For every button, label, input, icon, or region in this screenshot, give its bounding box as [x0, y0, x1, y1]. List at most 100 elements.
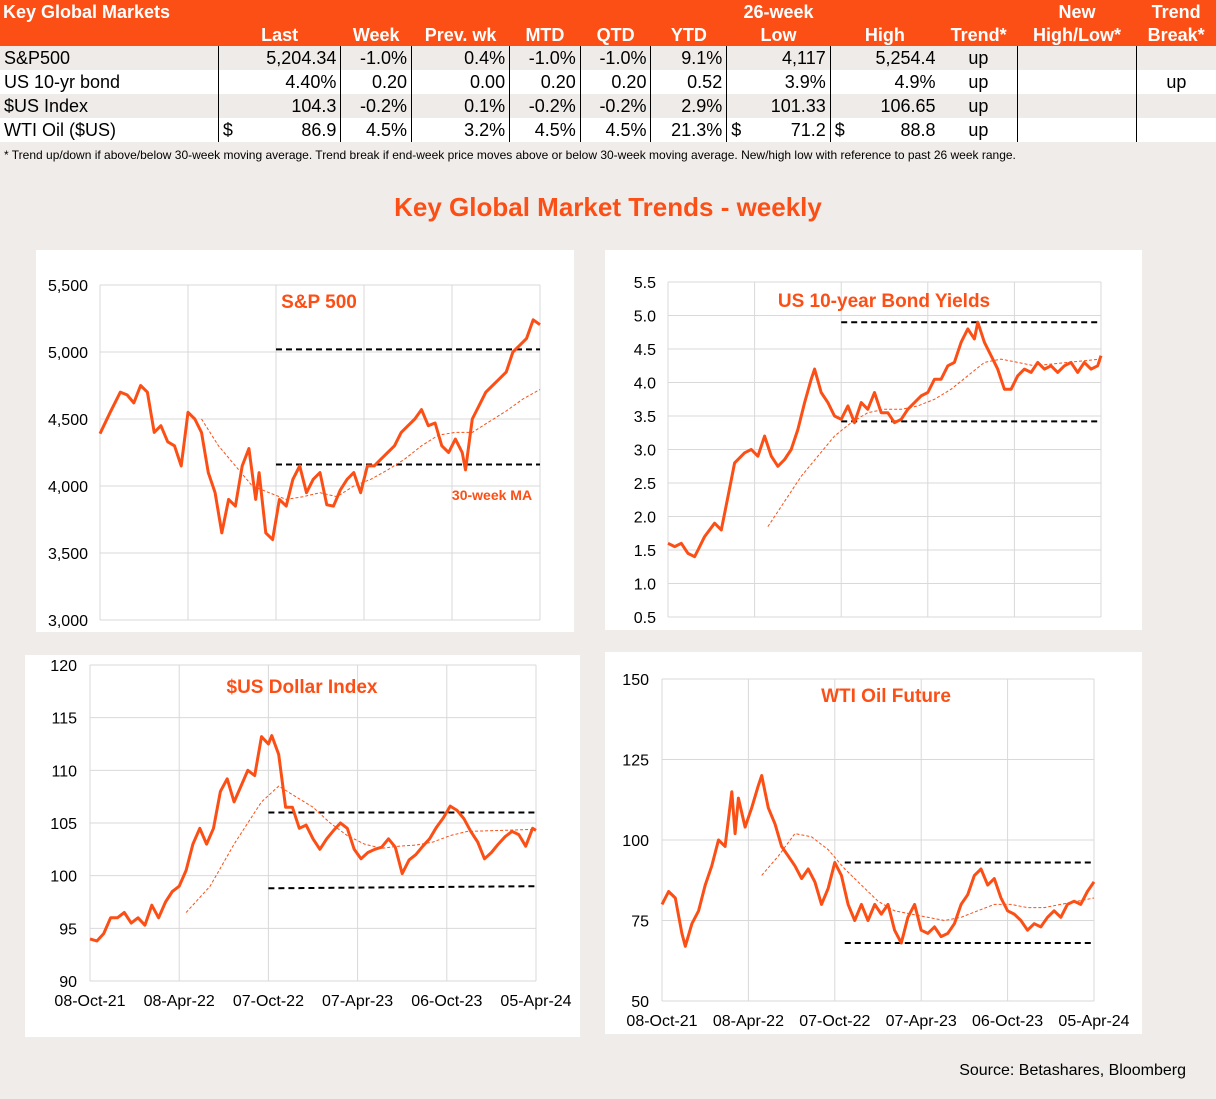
- cell-high: 88.8: [853, 118, 940, 142]
- cell-mtd: 4.5%: [509, 118, 581, 142]
- header-low: Low: [726, 23, 831, 46]
- cell-ytd: 0.52: [650, 70, 727, 94]
- x-tick-label: 08-Oct-21: [54, 993, 125, 1010]
- cell-last: 4.40%: [241, 70, 341, 94]
- cell-qtd: -0.2%: [579, 94, 651, 118]
- y-tick-label: 120: [50, 658, 77, 675]
- cell-cur: [217, 46, 242, 70]
- header-ytd: YTD: [650, 23, 727, 46]
- cell-brk: up: [1135, 70, 1216, 94]
- moving-average-line: [761, 833, 1095, 921]
- cell-ytd: 21.3%: [650, 118, 727, 142]
- cell-lowcur: [726, 94, 751, 118]
- cell-lowcur: [726, 46, 751, 70]
- y-tick-label: 3,000: [48, 613, 88, 630]
- cell-highcur: [829, 94, 854, 118]
- table-row: US 10-yr bond 4.40% 0.20 0.00 0.20 0.20 0.52 3.…: [0, 70, 1216, 94]
- y-tick-label: 100: [50, 869, 77, 886]
- source-note: Source: Betashares, Bloomberg: [959, 1062, 1186, 1079]
- cell-newhl: [1017, 94, 1137, 118]
- oil-chart: 50 75 100 125 150 08-Oct-21 08-Apr-22 07-Oct-22…: [605, 652, 1142, 1034]
- y-tick-label: 90: [59, 974, 77, 991]
- x-tick-label: 07-Oct-22: [233, 993, 304, 1010]
- x-tick-label: 05-Apr-24: [500, 993, 571, 1010]
- cell-high: 106.65: [853, 94, 940, 118]
- cell-week: -1.0%: [340, 46, 412, 70]
- main-title: Key Global Market Trends - weekly: [394, 192, 822, 222]
- cell-newhl: [1017, 70, 1137, 94]
- chart-title: S&P 500: [281, 292, 357, 313]
- chart-title: WTI Oil Future: [821, 686, 951, 707]
- dollar-index-chart: 90 95 100 105 110 115 120 08-Oct-21 08-Apr-22 07-…: [25, 655, 580, 1037]
- header-mtd: MTD: [509, 23, 581, 46]
- y-tick-label: 115: [51, 711, 77, 728]
- cell-week: -0.2%: [340, 94, 412, 118]
- cell-low: 4,117: [750, 46, 831, 70]
- cell-highcur: $: [829, 118, 854, 142]
- table-row: WTI Oil ($US) $86.9 4.5% 3.2% 4.5% 4.5% 21.3% $…: [0, 118, 1216, 142]
- moving-average-label: 30-week MA: [452, 487, 532, 503]
- cell-cur: [217, 94, 242, 118]
- header-qtd: QTD: [580, 23, 651, 46]
- table-title: Key Global Markets: [0, 0, 219, 23]
- header-last: Last: [218, 23, 341, 46]
- y-tick-label: 1.0: [634, 577, 656, 594]
- y-tick-label: 125: [622, 753, 649, 770]
- header-trend-star: Trend*: [939, 23, 1018, 46]
- cell-trend: up: [939, 118, 1018, 142]
- y-tick-label: 50: [631, 994, 649, 1011]
- y-tick-label: 3.0: [634, 443, 656, 460]
- x-tick-label: 08-Oct-21: [626, 1013, 697, 1030]
- cell-brk: [1135, 94, 1216, 118]
- x-tick-label: 07-Oct-22: [799, 1013, 870, 1030]
- cell-prev: 0.00: [411, 70, 510, 94]
- cell-trend: up: [939, 46, 1018, 70]
- x-tick-label: 05-Apr-24: [1058, 1013, 1129, 1030]
- cell-low: 101.33: [750, 94, 831, 118]
- price-line: [660, 774, 1096, 948]
- x-tick-label: 08-Apr-22: [713, 1013, 784, 1030]
- key-global-markets-table: Key Global Markets 26-week New Trend Las…: [0, 0, 1216, 142]
- y-tick-label: 105: [50, 816, 77, 833]
- x-tick-label: 08-Apr-22: [144, 993, 215, 1010]
- cell-week: 0.20: [340, 70, 412, 94]
- cell-lowcur: $: [726, 118, 751, 142]
- y-tick-label: 2.0: [634, 510, 656, 527]
- cell-prev: 0.1%: [411, 94, 510, 118]
- cell-low: 71.2: [750, 118, 831, 142]
- header-break: Break*: [1136, 23, 1216, 46]
- cell-cur: [217, 70, 242, 94]
- table-row: S&P500 5,204.34 -1.0% 0.4% -1.0% -1.0% 9.1% 4,1…: [0, 46, 1216, 70]
- header-prev-wk: Prev. wk: [411, 23, 510, 46]
- group-header-26-week: 26-week: [726, 0, 831, 23]
- y-tick-label: 3.5: [634, 409, 656, 426]
- y-tick-label: 5,000: [48, 345, 88, 362]
- cell-mtd: -1.0%: [509, 46, 581, 70]
- x-tick-label: 06-Oct-23: [411, 993, 482, 1010]
- cell-qtd: 4.5%: [579, 118, 651, 142]
- cell-trend: up: [939, 70, 1018, 94]
- cell-trend: up: [939, 94, 1018, 118]
- chart-title: US 10-year Bond Yields: [778, 291, 990, 312]
- y-tick-label: 3,500: [48, 546, 88, 563]
- x-tick-label: 06-Oct-23: [972, 1013, 1043, 1030]
- cell-high: 4.9%: [853, 70, 940, 94]
- cell-name: WTI Oil ($US): [0, 118, 219, 142]
- y-tick-label: 4,500: [48, 412, 88, 429]
- cell-prev: 3.2%: [411, 118, 510, 142]
- x-tick-label: 07-Apr-23: [886, 1013, 957, 1030]
- cell-cur: $: [217, 118, 242, 142]
- cell-brk: [1135, 118, 1216, 142]
- moving-average-line: [185, 785, 537, 913]
- header-week: Week: [340, 23, 412, 46]
- y-tick-label: 5.0: [634, 309, 656, 326]
- cell-newhl: [1017, 46, 1137, 70]
- header-high: High: [830, 23, 940, 46]
- x-tick-label: 07-Apr-23: [322, 993, 393, 1010]
- y-tick-label: 2.5: [634, 476, 656, 493]
- cell-qtd: 0.20: [579, 70, 651, 94]
- cell-newhl: [1017, 118, 1137, 142]
- cell-highcur: [829, 46, 854, 70]
- chart-title: $US Dollar Index: [227, 677, 378, 698]
- reference-line-26-week-low: [268, 885, 537, 890]
